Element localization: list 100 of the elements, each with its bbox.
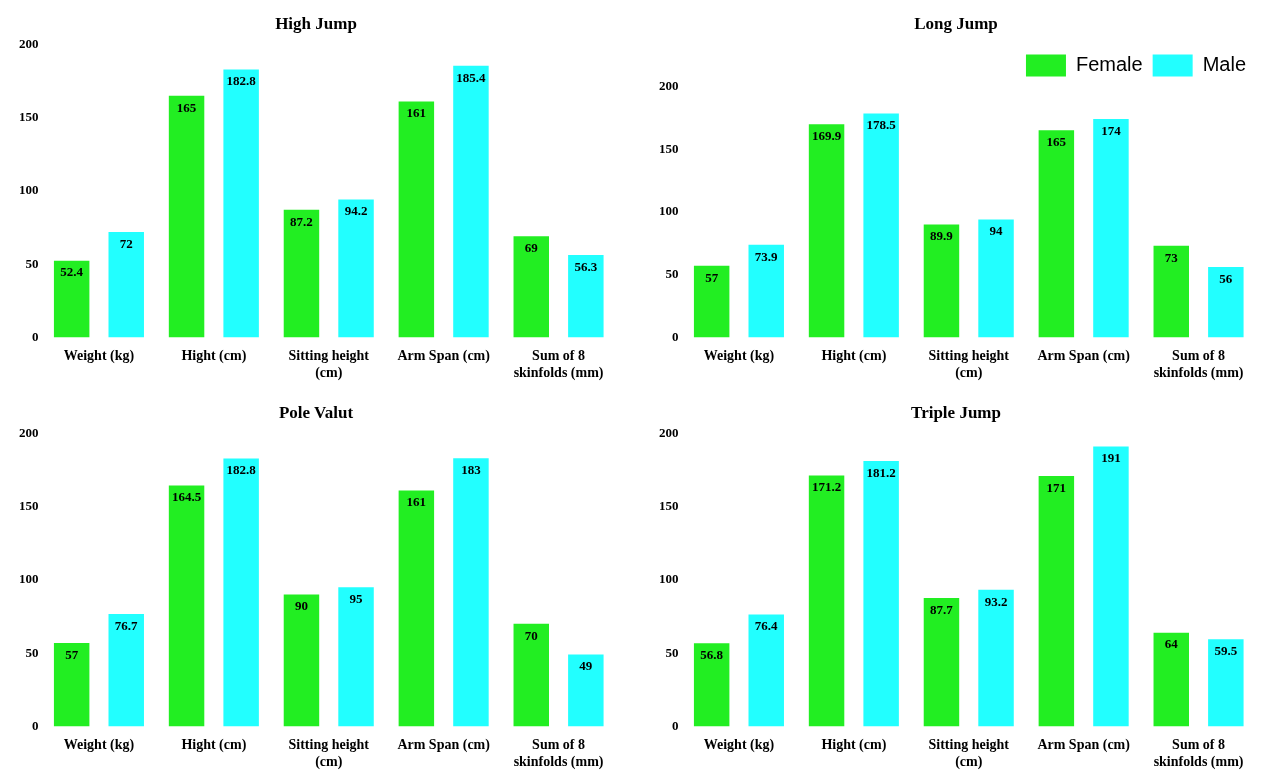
bar: [223, 458, 259, 727]
x-tick-label: Sitting height (cm): [288, 348, 370, 382]
data-label: 87.2: [290, 213, 313, 229]
data-label: 95: [349, 591, 364, 607]
data-label: 56: [1219, 270, 1233, 286]
bar: [453, 65, 489, 338]
data-label: 161: [406, 105, 427, 121]
data-label: 171: [1046, 479, 1067, 495]
data-label: 49: [579, 658, 593, 674]
y-tick-label: 200: [659, 77, 679, 93]
bar: [168, 485, 205, 727]
y-tick-label: 150: [19, 498, 39, 514]
data-label: 181.2: [866, 464, 896, 480]
data-label: 73.9: [754, 248, 779, 264]
bar: [223, 69, 259, 338]
bar: [283, 209, 320, 338]
y-tick-label: 100: [19, 182, 39, 198]
y-tick-label: 50: [25, 255, 39, 271]
bar: [748, 614, 784, 727]
data-label: 72: [119, 235, 133, 251]
bar: [1153, 245, 1189, 338]
bar: [283, 594, 320, 727]
x-tick-label: Arm Span (cm): [397, 737, 491, 754]
data-label: 56.8: [700, 647, 724, 663]
data-label: 64: [1164, 636, 1179, 652]
y-tick-label: 100: [659, 203, 679, 219]
chart-title: Long Jump: [914, 13, 998, 33]
bar: [863, 113, 899, 338]
bar: [748, 244, 784, 338]
data-label: 69: [524, 240, 539, 256]
y-tick-label: 200: [19, 424, 39, 440]
x-tick-label: Sum of 8 skinfolds (mm): [1153, 348, 1244, 382]
y-tick-label: 0: [672, 328, 679, 344]
x-tick-label: Weight (kg): [63, 348, 135, 365]
bar: [398, 490, 435, 727]
x-tick-label: Sum of 8 skinfolds (mm): [513, 348, 604, 382]
data-label: 165: [176, 99, 197, 115]
bar: [863, 460, 899, 727]
chart-title: Pole Valut: [278, 402, 354, 422]
y-tick-label: 200: [19, 35, 39, 51]
x-tick-label: Sitting height (cm): [928, 737, 1010, 771]
data-label: 183: [461, 462, 482, 478]
y-tick-label: 200: [659, 424, 679, 440]
bar: [168, 95, 205, 338]
bar: [1038, 130, 1075, 338]
data-label: 52.4: [60, 264, 84, 280]
bar: [53, 642, 90, 727]
data-label: 89.9: [930, 228, 954, 244]
data-label: 185.4: [456, 69, 487, 85]
y-tick-label: 150: [19, 109, 39, 125]
data-label: 165: [1046, 134, 1067, 150]
data-label: 57: [65, 646, 79, 662]
x-tick-label: Hight (cm): [181, 737, 247, 754]
bar: [568, 654, 604, 727]
data-label: 182.8: [226, 462, 257, 478]
data-label: 73: [1164, 249, 1179, 265]
bar: [923, 597, 960, 727]
x-tick-label: Arm Span (cm): [397, 348, 491, 365]
data-label: 164.5: [171, 489, 202, 505]
data-label: 87.7: [930, 601, 954, 617]
y-tick-label: 0: [32, 328, 39, 344]
bar: [1153, 632, 1189, 727]
bar: [568, 254, 604, 338]
bar: [108, 231, 144, 338]
y-tick-label: 0: [672, 717, 679, 733]
bar: [338, 587, 374, 727]
bar: [1208, 267, 1244, 338]
bar: [978, 589, 1014, 727]
x-tick-label: Arm Span (cm): [1037, 348, 1131, 365]
bar: [808, 475, 845, 727]
y-tick-label: 0: [32, 717, 39, 733]
data-label: 174: [1101, 122, 1122, 138]
x-tick-label: Sum of 8 skinfolds (mm): [1153, 737, 1244, 771]
y-tick-label: 50: [665, 644, 679, 660]
x-tick-label: Weight (kg): [703, 348, 775, 365]
bar: [1208, 639, 1244, 727]
bar: [693, 643, 730, 727]
chart-title: Triple Jump: [911, 402, 1001, 422]
data-label: 70: [524, 627, 538, 643]
bar: [108, 614, 144, 727]
x-tick-label: Hight (cm): [181, 348, 247, 365]
x-tick-label: Sitting height (cm): [928, 348, 1010, 382]
data-label: 76.4: [754, 618, 779, 634]
data-label: 59.5: [1214, 643, 1238, 659]
data-label: 76.7: [114, 617, 139, 633]
y-tick-label: 50: [665, 266, 679, 282]
x-tick-label: Hight (cm): [821, 348, 887, 365]
bar: [338, 199, 374, 338]
data-label: 94.2: [344, 203, 368, 219]
bar: [808, 124, 845, 338]
y-tick-label: 100: [19, 571, 39, 587]
legend-label: Male: [1202, 52, 1247, 75]
data-label: 182.8: [226, 73, 257, 89]
y-tick-label: 50: [25, 644, 39, 660]
y-tick-label: 150: [659, 140, 679, 156]
y-tick-label: 150: [659, 498, 679, 514]
bar: [453, 458, 489, 727]
bar: [1093, 119, 1129, 338]
bar: [978, 219, 1014, 338]
data-label: 94: [989, 223, 1004, 239]
